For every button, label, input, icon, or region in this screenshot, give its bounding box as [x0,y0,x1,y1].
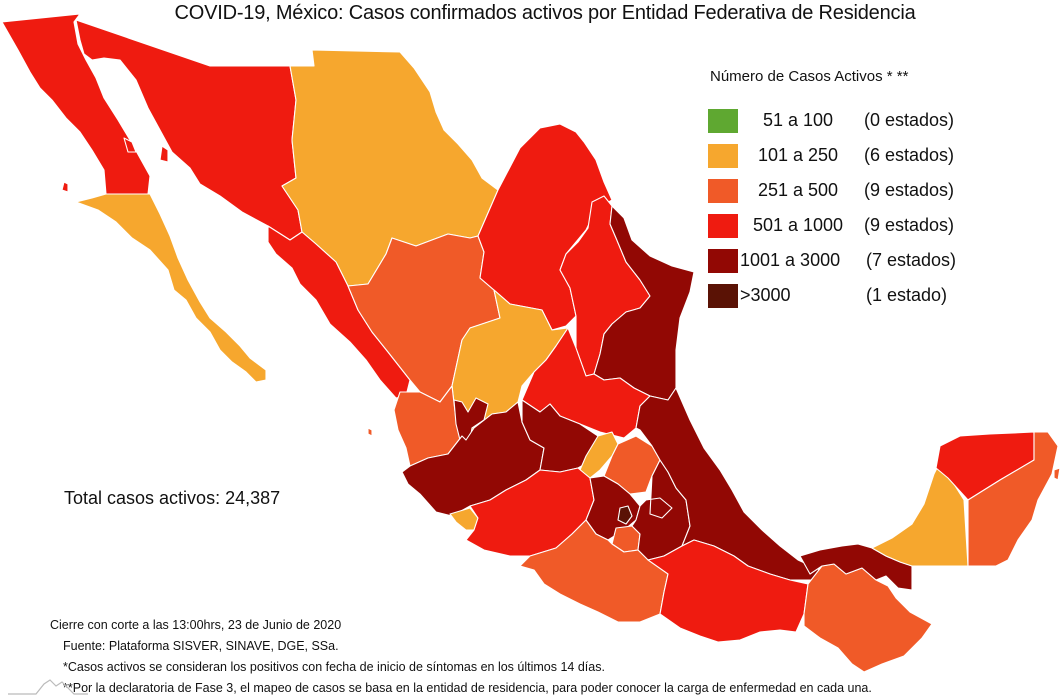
state-oaxaca[interactable] [647,539,809,643]
source-note: Fuente: Plataforma SISVER, SINAVE, DGE, … [63,639,339,653]
legend-item-101-250: 101 a 250 (6 estados) [708,138,956,173]
footnotes: Cierre con corte a las 13:00hrs, 23 de J… [50,615,872,699]
legend-range: 101 a 250 [757,145,839,165]
legend-title: Número de Casos Activos * ** [710,68,909,85]
cutoff-note: Cierre con corte a las 13:00hrs, 23 de J… [50,618,342,632]
legend-item-501-1000: 501 a 1000 (9 estados) [708,208,956,243]
state-baja-california[interactable] [1,13,151,195]
legend: Número de Casos Activos * ** 51 a 100 (0… [708,68,957,313]
phase-3-note: **Por la declaratoria de Fase 3, el mape… [63,681,872,695]
legend-count: (1 estado) [866,285,948,305]
legend-item-251-500: 251 a 500 (9 estados) [708,173,956,208]
legend-item-51-100: 51 a 100 (0 estados) [708,103,956,138]
legend-item-over-3000: >3000 (1 estado) [708,278,956,313]
legend-range: 51 a 100 [762,110,834,130]
legend-swatch [708,108,738,133]
legend-count: (9 estados) [864,215,955,235]
legend-range: 501 a 1000 [752,215,844,235]
legend-range: 251 a 500 [757,180,839,200]
legend-swatch [708,213,738,238]
state-ciudad-de-mexico[interactable] [617,505,633,525]
island-tiburon [159,145,169,163]
state-san-luis-potosi[interactable] [521,327,651,439]
state-quintana-roo[interactable] [967,431,1059,567]
state-queretaro[interactable] [579,431,619,479]
legend-range: 1001 a 3000 [740,250,841,270]
legend-swatch [708,283,738,308]
island-cozumel [1053,467,1061,481]
legend-item-1001-3000: 1001 a 3000 (7 estados) [708,243,957,278]
total-active-cases: Total casos activos: 24,387 [64,488,281,508]
island-cedros [61,181,69,193]
legend-count: (7 estados) [866,250,957,270]
island-marias [367,427,373,437]
state-tabasco[interactable] [799,543,913,591]
state-hidalgo[interactable] [603,435,661,495]
map-title: COVID-19, México: Casos confirmados acti… [174,2,916,24]
island-angel-guarda [123,137,137,153]
legend-count: (0 estados) [864,110,955,130]
active-cases-definition-note: *Casos activos se consideran los positiv… [63,660,605,674]
legend-swatch [708,248,738,273]
legend-range: >3000 [740,285,791,305]
mountain-logo-icon [8,679,88,695]
state-baja-california-sur[interactable] [75,193,267,383]
legend-swatch [708,178,738,203]
legend-count: (9 estados) [864,180,955,200]
legend-count: (6 estados) [864,145,955,165]
legend-swatch [708,143,738,168]
